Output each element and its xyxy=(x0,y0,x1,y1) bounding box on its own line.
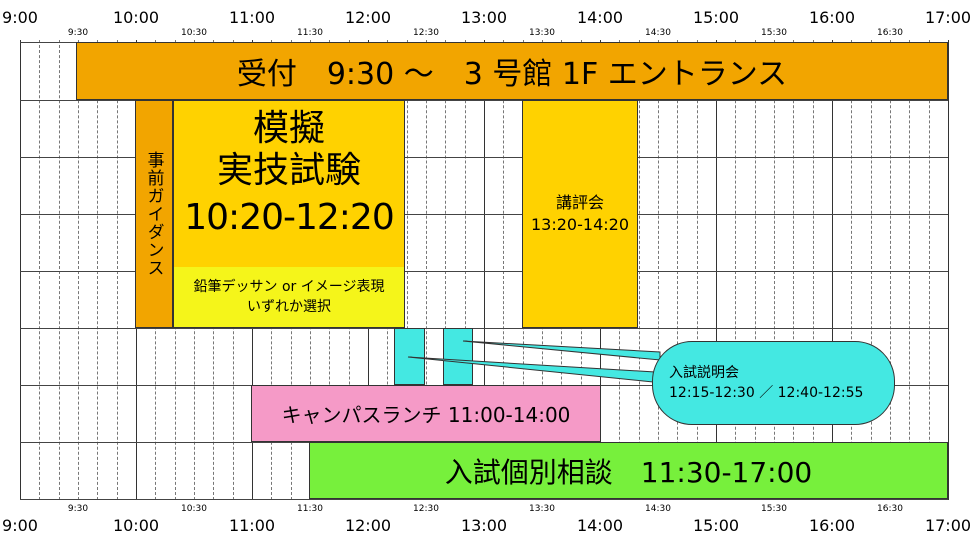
half-hour-tick-label: 12:30 xyxy=(413,28,439,38)
half-hour-tick-label: 13:30 xyxy=(529,504,555,514)
pre-guidance-label: 事前ガイダンス xyxy=(143,151,164,277)
minute-gridline xyxy=(406,40,408,500)
half-hour-tick-label: 11:30 xyxy=(297,28,323,38)
mock-exam-time: 10:20-12:20 xyxy=(184,197,394,238)
hour-gridline xyxy=(20,40,21,500)
consultation-block: 入試個別相談 11:30-17:00 xyxy=(309,442,948,499)
minute-gridline xyxy=(677,40,679,500)
mock-exam-title-line1: 模擬 xyxy=(252,108,325,149)
hour-gridline xyxy=(716,40,717,500)
hour-tick-label: 13:00 xyxy=(460,8,508,27)
row-gridline xyxy=(20,271,948,272)
row-gridline xyxy=(20,328,948,329)
callout-times: 12:15-12:30 ／ 12:40-12:55 xyxy=(669,385,864,401)
review-title: 講評会 xyxy=(555,193,604,212)
minute-gridline xyxy=(793,40,795,500)
half-hour-tick-label: 14:30 xyxy=(645,504,671,514)
minute-gridline xyxy=(503,40,505,500)
hour-tick-label: 17:00 xyxy=(924,516,970,535)
mock-exam-note: 鉛筆デッサン or イメージ表現 いずれか選択 xyxy=(174,267,404,327)
hour-tick-label: 15:00 xyxy=(692,516,740,535)
minute-gridline xyxy=(851,40,853,500)
hour-tick-label: 17:00 xyxy=(924,8,970,27)
minute-gridline xyxy=(928,40,930,500)
hour-gridline xyxy=(948,40,949,500)
minute-gridline xyxy=(774,40,775,500)
review-block: 講評会 13:20-14:20 xyxy=(522,100,638,328)
half-hour-tick-label: 11:30 xyxy=(297,504,323,514)
minute-gridline xyxy=(909,40,911,500)
hour-tick-label: 9:00 xyxy=(2,516,38,535)
minute-gridline xyxy=(39,40,41,500)
reception-block: 受付 9:30 ～ 3 号館 1F エントランス xyxy=(76,42,948,100)
minute-gridline xyxy=(754,40,756,500)
hour-tick-label: 14:00 xyxy=(576,516,624,535)
minute-gridline xyxy=(812,40,814,500)
half-hour-tick-label: 16:30 xyxy=(877,504,903,514)
half-hour-tick-label: 13:30 xyxy=(529,28,555,38)
minute-gridline xyxy=(890,40,891,500)
mock-exam-block: 模擬 実技試験 10:20-12:20 鉛筆デッサン or イメージ表現 いずれ… xyxy=(173,100,405,328)
minute-gridline xyxy=(658,40,659,500)
hour-tick-label: 10:00 xyxy=(112,8,160,27)
mock-exam-note-line1: 鉛筆デッサン or イメージ表現 xyxy=(193,279,385,295)
minute-gridline xyxy=(445,40,447,500)
minute-gridline xyxy=(78,40,79,500)
mock-exam-title-line2: 実技試験 xyxy=(216,150,361,191)
half-hour-tick-label: 12:30 xyxy=(413,504,439,514)
half-hour-tick-label: 15:30 xyxy=(761,504,787,514)
callout-title: 入試説明会 xyxy=(669,365,739,381)
minute-gridline xyxy=(735,40,737,500)
hour-tick-label: 13:00 xyxy=(460,516,508,535)
minute-gridline xyxy=(116,40,118,500)
half-hour-tick-label: 14:30 xyxy=(645,28,671,38)
half-hour-tick-label: 10:30 xyxy=(181,28,207,38)
minute-gridline xyxy=(870,40,872,500)
minute-gridline xyxy=(464,40,466,500)
hour-gridline xyxy=(484,40,485,500)
half-hour-tick-label: 9:30 xyxy=(67,504,89,514)
half-hour-tick-label: 10:30 xyxy=(181,504,207,514)
hour-tick-label: 15:00 xyxy=(692,8,740,27)
briefing-callout: 入試説明会 12:15-12:30 ／ 12:40-12:55 xyxy=(652,341,895,425)
hour-tick-label: 10:00 xyxy=(112,516,160,535)
hour-tick-label: 12:00 xyxy=(344,8,392,27)
minute-gridline xyxy=(426,40,427,500)
review-time: 13:20-14:20 xyxy=(531,215,629,234)
hour-tick-label: 11:00 xyxy=(228,516,276,535)
pre-guidance-block: 事前ガイダンス xyxy=(135,100,173,328)
briefing-slot-2 xyxy=(443,328,473,385)
hour-tick-label: 16:00 xyxy=(808,8,856,27)
lunch-block: キャンパスランチ 11:00-14:00 xyxy=(251,385,601,442)
minute-gridline xyxy=(696,40,698,500)
mock-exam-note-line2: いずれか選択 xyxy=(247,299,331,315)
minute-gridline xyxy=(58,40,60,500)
minute-gridline xyxy=(638,40,640,500)
hour-tick-label: 11:00 xyxy=(228,8,276,27)
row-gridline xyxy=(20,157,948,158)
hour-tick-label: 12:00 xyxy=(344,516,392,535)
briefing-slot-1 xyxy=(394,328,425,385)
hour-gridline xyxy=(832,40,833,500)
consultation-label: 入試個別相談 11:30-17:00 xyxy=(444,455,813,489)
hour-tick-label: 9:00 xyxy=(2,8,38,27)
row-gridline xyxy=(20,499,948,500)
hour-tick-label: 14:00 xyxy=(576,8,624,27)
half-hour-tick-label: 9:30 xyxy=(67,28,89,38)
half-hour-tick-label: 16:30 xyxy=(877,28,903,38)
lunch-label: キャンパスランチ 11:00-14:00 xyxy=(281,403,571,427)
row-gridline xyxy=(20,214,948,215)
half-hour-tick-label: 15:30 xyxy=(761,28,787,38)
reception-label: 受付 9:30 ～ 3 号館 1F エントランス xyxy=(236,57,788,92)
row-gridline xyxy=(20,100,948,101)
hour-tick-label: 16:00 xyxy=(808,516,856,535)
minute-gridline xyxy=(97,40,99,500)
